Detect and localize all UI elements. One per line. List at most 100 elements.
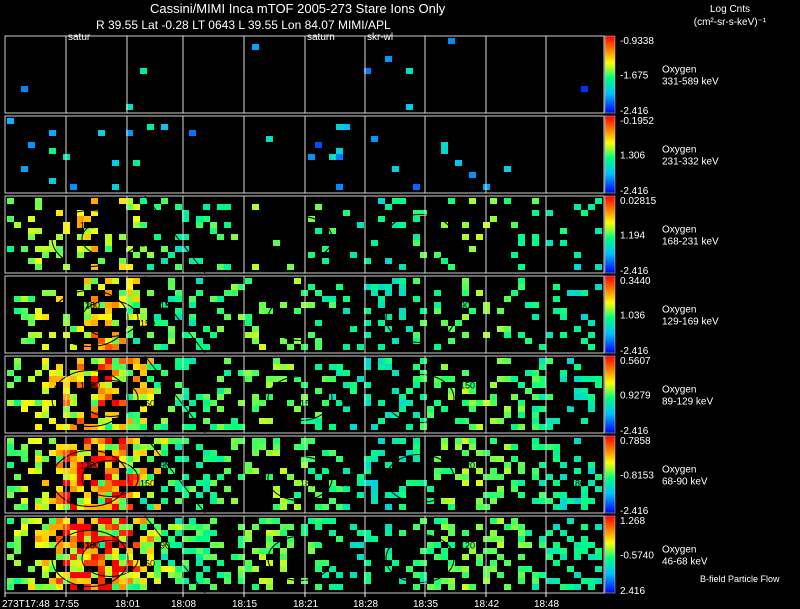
chart-title: Cassini/MIMI Inca mTOF 2005-273 Stare Io… (150, 1, 446, 16)
x-tick-label: 18:42 (474, 599, 499, 609)
x-tick-label: 18:28 (353, 599, 378, 609)
pitch-label: 90 (160, 541, 170, 551)
cbar-mid: 0.9279 (620, 391, 651, 402)
energy-label: 129-169 keV (662, 317, 719, 328)
pitch-label: 120 (80, 301, 95, 311)
pitch-label: 120 (300, 319, 315, 329)
pitch-label: 180 (570, 479, 585, 489)
cbar-max: 0.02815 (620, 196, 657, 207)
orbit-info: R 39.55 Lat -0.28 LT 0643 L 39.55 Lon 84… (96, 18, 391, 32)
species-label: Oxygen (662, 65, 696, 76)
heatmap-cells (14, 278, 602, 350)
pitch-label: 120 (460, 541, 475, 551)
pitch-label: 60 (340, 479, 350, 489)
cbar-min: -2.416 (620, 506, 649, 517)
pitch-label: 150 (140, 239, 155, 249)
cbar-min: -2.416 (620, 426, 649, 437)
x-tick-label: 17:55 (54, 599, 79, 609)
cbar-max: -0.1952 (620, 116, 654, 127)
species-label: Oxygen (662, 305, 696, 316)
x-tick-label: 18:15 (232, 599, 257, 609)
x-tick-label: 273T17:48 (2, 599, 50, 609)
pitch-label: 120 (340, 319, 355, 329)
pitch-label: 120 (80, 381, 95, 391)
pitch-label: 150 (300, 399, 315, 409)
pitch-label: 90 (160, 461, 170, 471)
pitch-label: 180 (85, 301, 100, 311)
colorbar: 0.7858 -0.8153 -2.416 (604, 435, 654, 517)
energy-label: 68-90 keV (662, 477, 708, 488)
species-label: Oxygen (662, 465, 696, 476)
pitch-label: 150 (140, 399, 155, 409)
colorbar: 0.02815 1.194 -2.416 (604, 195, 657, 277)
energy-label: 46-68 keV (662, 557, 708, 568)
x-tick-label: 18:35 (413, 599, 438, 609)
species-label: Oxygen (662, 545, 696, 556)
cbar-mid: -0.8153 (620, 471, 654, 482)
pitch-label: 150 (140, 319, 155, 329)
cbar-min: -2.416 (620, 106, 649, 117)
pitch-label: 120 (570, 399, 585, 409)
pitch-label: 180 (300, 479, 315, 489)
pitch-label: 90 (160, 381, 170, 391)
energy-label: 331-589 keV (662, 77, 719, 88)
cbar-max: 0.3440 (620, 276, 651, 287)
pitch-label: 150 (460, 381, 475, 391)
cbar-mid: 1.036 (620, 311, 645, 322)
pitch-label: 120 (300, 559, 315, 569)
pitch-label: 120 (85, 461, 100, 471)
energy-label: 89-129 keV (662, 397, 713, 408)
pitch-label: 120 (85, 381, 100, 391)
pitch-label: 150 (160, 301, 175, 311)
cbar-mid: -1.675 (620, 71, 649, 82)
colorbar: -0.1952 1.306 -2.416 (604, 115, 654, 197)
cbar-max: 0.7858 (620, 436, 651, 447)
pitch-label: 120 (340, 399, 355, 409)
pitch-contours: 120 150 120 180 90 60 120 180 (51, 435, 585, 514)
event-label: saturn (307, 32, 335, 43)
cbar-mid: -0.5740 (620, 551, 654, 562)
pitch-label: 120 (80, 461, 95, 471)
cbar-min: -2.416 (620, 346, 649, 357)
species-label: Oxygen (662, 385, 696, 396)
pitch-label: 180 (80, 221, 95, 231)
panel-6: 120 150 120 180 90 60 120 180 0.7858 -0.8153 -2.41… (4, 435, 708, 517)
x-tick-label: 18:21 (293, 599, 318, 609)
x-tick-label: 18:48 (534, 599, 559, 609)
pitch-contours: 120 150 120 150 90 120 150 120 (51, 355, 585, 434)
colorbar: -0.9338 -1.675 -2.416 (604, 35, 654, 117)
bfield-note: B-field Particle Flow (700, 574, 780, 584)
x-tick-label: 18:08 (171, 599, 196, 609)
heatmap-cells (7, 198, 602, 270)
cbar-max: 1.268 (620, 516, 645, 527)
event-label: skr-wl (367, 32, 393, 43)
cbar-min: -2.416 (620, 186, 649, 197)
pitch-label: 120 (460, 461, 475, 471)
colorbar: 1.268 -0.5740 2.416 (604, 515, 654, 597)
units-line1: Log Cnts (709, 4, 751, 15)
pitch-label: 150 (140, 479, 155, 489)
pitch-contours: 180 150 (51, 195, 455, 274)
panel-7: 120150180120901501201.268-0.57402.416Oxy… (4, 515, 708, 597)
pitch-label: 150 (140, 559, 155, 569)
cbar-mid: 1.306 (620, 151, 645, 162)
heatmap-cells (7, 358, 602, 430)
cbar-mid: 1.194 (620, 231, 645, 242)
cbar-max: 0.5607 (620, 356, 651, 367)
pitch-label: 150 (340, 559, 355, 569)
energy-label: 231-332 keV (662, 157, 719, 168)
heatmap-cells (21, 38, 588, 110)
event-label: satur (68, 32, 91, 43)
pitch-label: 180 (85, 541, 100, 551)
panel-4: 120150180120150120900.34401.036-2.416Oxy… (4, 275, 719, 357)
energy-label: 168-231 keV (662, 237, 719, 248)
species-label: Oxygen (662, 145, 696, 156)
species-label: Oxygen (662, 225, 696, 236)
pitch-label: 90 (460, 301, 470, 311)
